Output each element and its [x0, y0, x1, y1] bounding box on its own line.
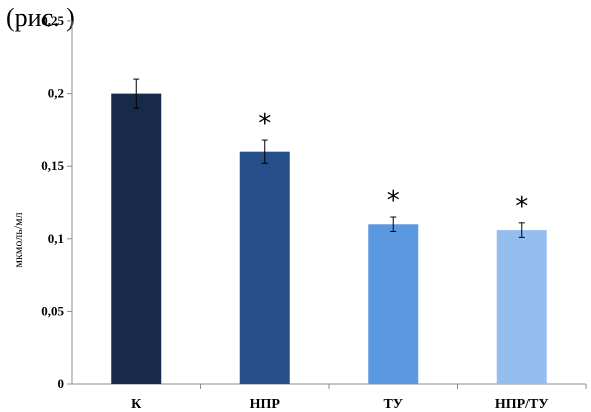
y-tick-label: 0	[58, 376, 65, 391]
significance-star: *	[387, 186, 400, 216]
bar-1	[111, 93, 162, 384]
y-ticks: 0 0,05 0,1 0,15 0,2 0,25	[41, 13, 587, 391]
y-tick-label: 0,15	[41, 158, 64, 173]
error-bars	[133, 78, 525, 238]
x-tick-label: НПР	[250, 397, 281, 412]
bar-2	[239, 151, 290, 384]
x-tick-labels: К НПР ТУ НПР/ТУ	[131, 397, 549, 412]
x-tick-label: НПР/ТУ	[495, 397, 549, 412]
y-tick-label: 0,1	[48, 231, 64, 246]
header-fragment: (рис. )	[6, 3, 75, 32]
bar-3	[368, 224, 419, 384]
bar-4	[496, 230, 547, 384]
x-tick-label: К	[131, 397, 142, 412]
bars	[111, 93, 547, 384]
significance-star: *	[515, 192, 528, 222]
x-tick-label: ТУ	[383, 397, 403, 412]
y-axis-label: мкмоль/мл	[11, 212, 25, 267]
y-tick-label: 0,05	[41, 303, 64, 318]
y-tick-label: 0,2	[48, 86, 64, 101]
y-tick-label: 0,25	[41, 13, 64, 28]
significance-markers: * * *	[258, 109, 528, 222]
significance-star: *	[258, 109, 271, 139]
